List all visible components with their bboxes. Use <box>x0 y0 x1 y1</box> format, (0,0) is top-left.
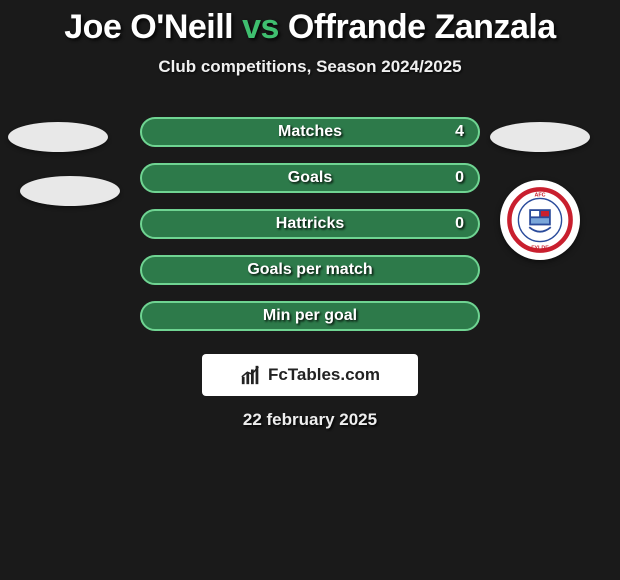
stat-label: Matches <box>278 123 342 141</box>
stat-label: Goals per match <box>247 261 372 279</box>
stat-label: Hattricks <box>276 215 344 233</box>
vs-separator: vs <box>242 8 279 46</box>
stat-bar: Goals 0 <box>140 163 480 193</box>
player1-badge-placeholder-2 <box>20 176 120 206</box>
club-crest-icon: AFC FYLDE <box>504 184 576 256</box>
player2-badge-placeholder <box>490 122 590 152</box>
stat-row: Min per goal <box>0 301 620 347</box>
club-crest-circle: AFC FYLDE <box>500 180 580 260</box>
stat-row: Goals per match <box>0 255 620 301</box>
stat-label: Min per goal <box>263 307 357 325</box>
stat-bar: Hattricks 0 <box>140 209 480 239</box>
player2-club-crest: AFC FYLDE <box>500 180 580 260</box>
player1-name: Joe O'Neill <box>64 8 233 46</box>
comparison-title: Joe O'Neill vs Offrande Zanzala <box>0 0 620 47</box>
date: 22 february 2025 <box>0 410 620 430</box>
stat-value: 4 <box>455 123 464 141</box>
stat-bar: Matches 4 <box>140 117 480 147</box>
subtitle: Club competitions, Season 2024/2025 <box>0 57 620 77</box>
stat-value: 0 <box>455 215 464 233</box>
watermark-text: FcTables.com <box>268 365 380 385</box>
stat-bar: Min per goal <box>140 301 480 331</box>
player1-badge-placeholder <box>8 122 108 152</box>
stat-bar: Goals per match <box>140 255 480 285</box>
chart-icon <box>240 364 262 386</box>
player2-name: Offrande Zanzala <box>288 8 556 46</box>
svg-text:FYLDE: FYLDE <box>531 246 549 252</box>
svg-text:AFC: AFC <box>534 193 545 199</box>
stat-value: 0 <box>455 169 464 187</box>
stat-label: Goals <box>288 169 332 187</box>
watermark: FcTables.com <box>202 354 418 396</box>
